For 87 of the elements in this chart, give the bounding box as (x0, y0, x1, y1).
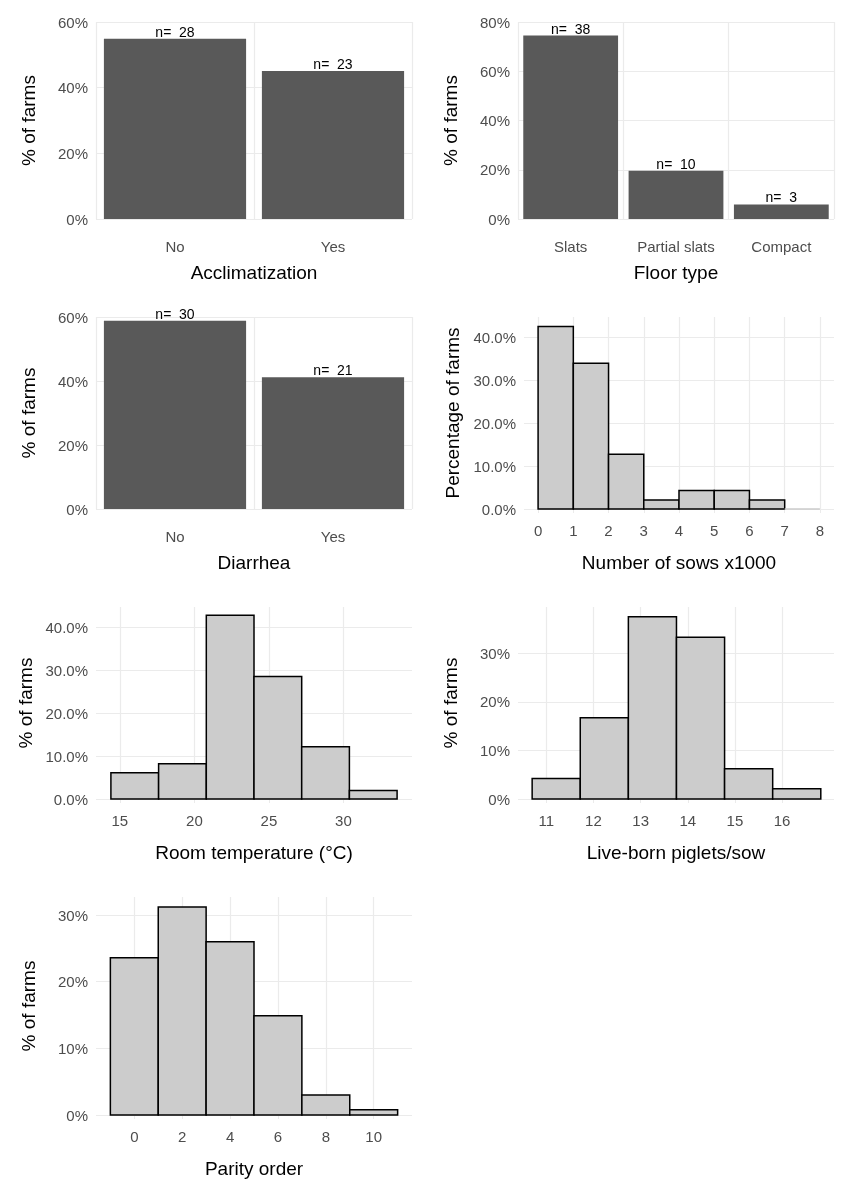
x-axis-title: Diarrhea (217, 552, 291, 573)
y-tick-label: 0% (66, 500, 88, 518)
x-tick-label: 30 (335, 812, 352, 829)
x-tick-label: Yes (320, 238, 346, 255)
x-tick-label: 0 (533, 522, 543, 539)
y-tick-label: 20% (57, 144, 88, 162)
y-tick-label: 20% (57, 973, 88, 991)
y-tick-label: 30.0% (473, 371, 516, 389)
x-axis-title: Floor type (633, 262, 719, 283)
annotation: n= 38 (551, 20, 591, 37)
y-tick-label: 60% (479, 62, 510, 80)
x-tick-label: 1 (569, 522, 578, 539)
x-tick-label: 11 (538, 812, 555, 829)
bar (733, 204, 829, 219)
x-tick-label: No (165, 238, 185, 255)
y-tick-label: 20.0% (45, 704, 88, 722)
x-tick-label: 6 (273, 1128, 283, 1145)
y-axis-title: % of farms (18, 75, 39, 166)
bar (523, 35, 619, 219)
y-tick-label: 20% (479, 693, 510, 711)
y-tick-label: 40% (57, 372, 88, 390)
x-tick-label: Slats (553, 238, 588, 255)
x-tick-label: 8 (321, 1128, 330, 1145)
x-tick-label: 8 (815, 522, 825, 539)
x-tick-label: 4 (674, 522, 684, 539)
x-axis-title: Acclimatization (190, 262, 318, 283)
y-tick-label: 0% (66, 210, 88, 228)
x-tick-label: 10 (365, 1128, 383, 1145)
x-axis-title: Room temperature (°C) (155, 842, 353, 863)
x-axis-title: Parity order (204, 1158, 304, 1179)
y-axis-title: Percentage of farms (442, 327, 463, 499)
y-tick-label: 80% (479, 13, 510, 31)
y-tick-label: 0% (488, 790, 510, 808)
x-tick-label: 4 (225, 1128, 235, 1145)
y-tick-label: 20% (57, 436, 88, 454)
y-tick-label: 10.0% (45, 747, 88, 765)
y-tick-label: 30.0% (45, 661, 88, 679)
y-tick-label: 20.0% (473, 414, 516, 432)
x-tick-label: 15 (726, 812, 744, 829)
y-tick-label: 30% (479, 644, 510, 662)
x-tick-label: 0 (130, 1128, 139, 1145)
x-axis-title: Live-born piglets/sow (586, 842, 766, 863)
x-tick-label: Compact (751, 238, 813, 255)
x-tick-label: Yes (320, 528, 346, 545)
x-tick-label: No (165, 528, 185, 545)
y-tick-label: 0.0% (481, 500, 516, 518)
y-tick-label: 60% (57, 308, 88, 326)
x-tick-label: 5 (710, 522, 719, 539)
x-tick-label: 20 (186, 812, 203, 829)
annotation: n= 3 (765, 189, 798, 206)
x-tick-label: 2 (604, 522, 613, 539)
x-tick-label: 16 (773, 812, 791, 829)
x-tick-label: 15 (111, 812, 129, 829)
y-tick-label: 10.0% (473, 457, 516, 475)
y-tick-label: 10% (479, 741, 510, 759)
x-tick-label: 2 (178, 1128, 187, 1145)
bar (628, 170, 724, 219)
x-tick-label: 12 (585, 812, 602, 829)
x-tick-label: 6 (745, 522, 754, 539)
x-tick-label: Partial slats (637, 238, 715, 255)
y-tick-label: 10% (57, 1039, 88, 1057)
y-axis-title: % of farms (14, 657, 36, 749)
y-tick-label: 40% (479, 112, 510, 129)
y-tick-label: 40% (57, 79, 88, 97)
y-tick-label: 0.0% (53, 790, 88, 808)
y-axis-title: % of farms (18, 367, 39, 459)
x-tick-label: 25 (260, 812, 278, 829)
annotation: n= 30 (155, 305, 195, 322)
annotation: n= 21 (313, 362, 353, 379)
annotation: n= 10 (656, 155, 696, 172)
y-tick-label: 60% (57, 13, 88, 31)
y-tick-label: 20% (479, 161, 510, 179)
x-tick-label: 7 (780, 522, 789, 539)
x-tick-label: 14 (679, 812, 697, 829)
y-axis-title: % of farms (440, 657, 461, 749)
x-tick-label: 3 (639, 522, 648, 539)
x-axis-title: Number of sows x1000 (581, 552, 777, 573)
x-tick-label: 13 (632, 812, 649, 829)
y-axis-title: % of farms (18, 960, 39, 1052)
annotation: n= 28 (155, 23, 195, 40)
y-axis-title: % of farms (440, 75, 461, 166)
y-tick-label: 40.0% (473, 329, 516, 347)
y-tick-label: 30% (57, 906, 88, 924)
annotation: n= 23 (313, 55, 353, 72)
y-tick-label: 0% (66, 1106, 88, 1124)
y-tick-label: 40.0% (45, 619, 88, 637)
y-tick-label: 0% (488, 210, 510, 228)
